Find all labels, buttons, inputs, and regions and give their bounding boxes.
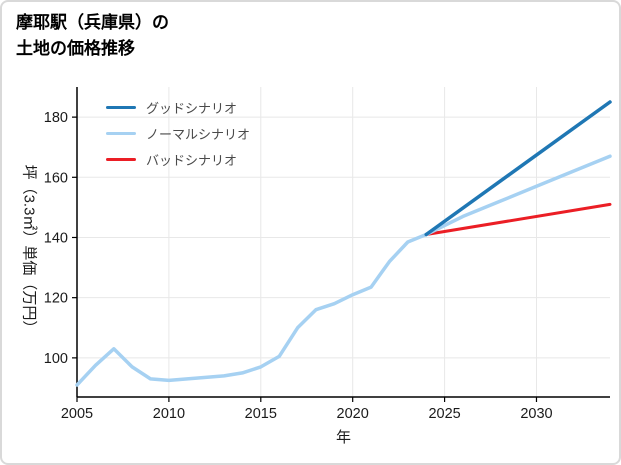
x-tick-label: 2025 <box>428 406 460 422</box>
history-line <box>75 232 428 387</box>
y-axis-label: 坪（3.3㎡）単価（万円） <box>20 164 38 336</box>
legend-label-normal: ノーマルシナリオ <box>146 126 251 142</box>
legend-item-bad: バッドシナリオ <box>106 146 250 172</box>
legend-item-good: グッドシナリオ <box>106 94 250 120</box>
x-tick-label: 2005 <box>61 406 93 422</box>
legend-label-bad: バッドシナリオ <box>146 152 238 168</box>
y-tick-label: 180 <box>44 110 68 126</box>
y-tick-label: 120 <box>44 291 68 307</box>
x-tick-label: 2030 <box>520 406 552 422</box>
bad-line <box>424 202 612 236</box>
x-tick-label: 2015 <box>245 406 277 422</box>
good-scenario-swatch <box>106 105 136 109</box>
page-title: 摩耶駅（兵庫県）の 土地の価格推移 <box>16 10 169 62</box>
x-axis-label: 年 <box>335 429 351 446</box>
y-tick-label: 160 <box>44 170 68 186</box>
x-tick-label: 2010 <box>153 406 185 422</box>
page-title-line1: 摩耶駅（兵庫県）の <box>16 13 169 32</box>
page-title-line2: 土地の価格推移 <box>16 39 135 58</box>
chart-legend: グッドシナリオ ノーマルシナリオ バッドシナリオ <box>106 94 250 172</box>
legend-item-normal: ノーマルシナリオ <box>106 120 250 146</box>
y-tick-label: 140 <box>44 230 68 246</box>
x-tick-label: 2020 <box>337 406 369 422</box>
good-line <box>424 100 612 237</box>
normal-line <box>424 154 612 237</box>
normal-scenario-swatch <box>106 131 136 135</box>
y-tick-label: 100 <box>44 351 68 367</box>
legend-label-good: グッドシナリオ <box>146 100 238 116</box>
bad-scenario-swatch <box>106 157 136 161</box>
